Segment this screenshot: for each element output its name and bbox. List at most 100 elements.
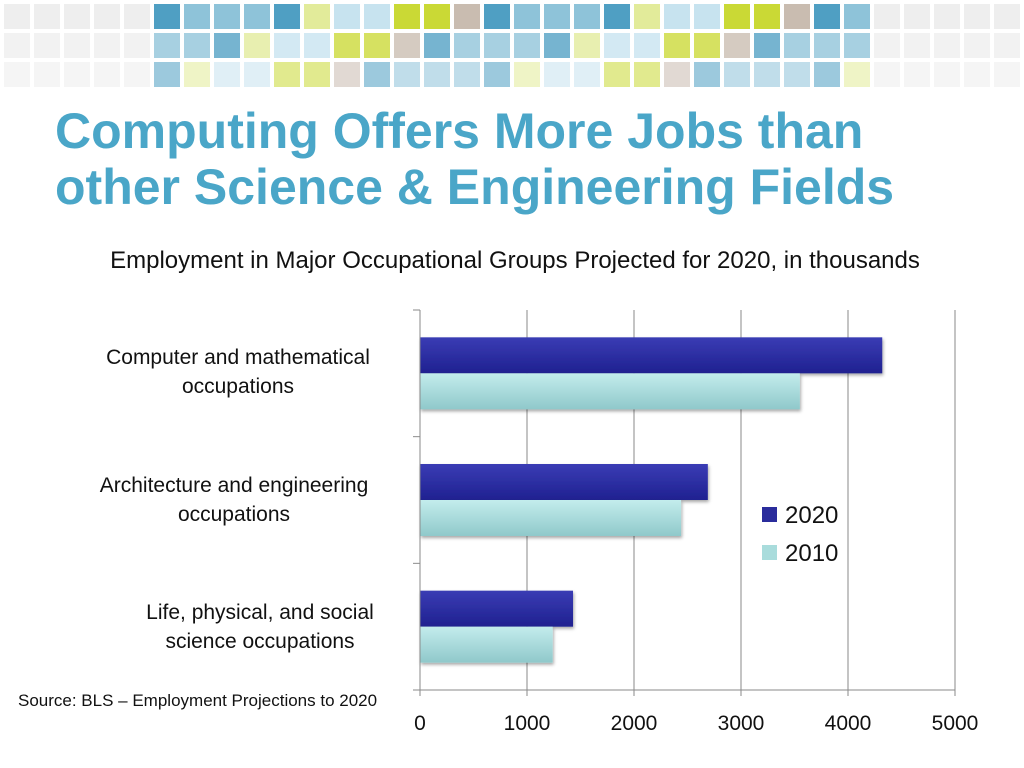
mosaic-tile xyxy=(634,4,660,29)
mosaic-tile xyxy=(544,62,570,87)
mosaic-tile xyxy=(994,62,1020,87)
mosaic-tile xyxy=(964,62,990,87)
category-label-life-physical-social: Life, physical, and social science occup… xyxy=(80,598,440,656)
decorative-mosaic-banner xyxy=(4,4,1020,87)
mosaic-tile xyxy=(964,4,990,29)
x-tick-label: 2000 xyxy=(611,712,658,735)
mosaic-tile xyxy=(424,62,450,87)
mosaic-tile xyxy=(334,4,360,29)
bar-2010-1 xyxy=(420,373,800,410)
bar-2010-3 xyxy=(420,626,553,663)
mosaic-tile xyxy=(364,33,390,58)
mosaic-tile xyxy=(814,62,840,87)
mosaic-tile xyxy=(454,4,480,29)
mosaic-tile xyxy=(124,33,150,58)
mosaic-tile xyxy=(334,62,360,87)
mosaic-tile xyxy=(724,62,750,87)
x-tick-label: 3000 xyxy=(718,712,765,735)
mosaic-tile xyxy=(184,33,210,58)
mosaic-tile xyxy=(634,62,660,87)
bar-2010-2 xyxy=(420,500,682,536)
mosaic-tile xyxy=(214,62,240,87)
category-label-computer-math: Computer and mathematical occupations xyxy=(58,343,418,401)
mosaic-tile xyxy=(184,4,210,29)
mosaic-tile xyxy=(694,4,720,29)
category-label-line: occupations xyxy=(181,375,295,398)
mosaic-tile xyxy=(274,62,300,87)
mosaic-tile xyxy=(4,4,30,29)
mosaic-tile xyxy=(694,33,720,58)
mosaic-tile xyxy=(844,62,870,87)
mosaic-tile xyxy=(424,4,450,29)
mosaic-tile xyxy=(574,4,600,29)
mosaic-tile xyxy=(994,4,1020,29)
mosaic-tile xyxy=(574,62,600,87)
mosaic-tile xyxy=(904,33,930,58)
legend-label-2010: 2010 xyxy=(785,540,838,567)
mosaic-tile xyxy=(844,33,870,58)
mosaic-tile xyxy=(934,33,960,58)
mosaic-tile xyxy=(274,33,300,58)
mosaic-tile xyxy=(484,62,510,87)
mosaic-tile xyxy=(214,4,240,29)
mosaic-tile xyxy=(34,33,60,58)
mosaic-tile xyxy=(94,4,120,29)
mosaic-tile xyxy=(664,4,690,29)
legend-swatch-2020 xyxy=(762,507,777,522)
mosaic-tile xyxy=(484,4,510,29)
category-label-architecture-engineering: Architecture and engineering occupations xyxy=(54,471,414,529)
chart-subtitle: Employment in Major Occupational Groups … xyxy=(110,247,920,274)
mosaic-tile xyxy=(454,62,480,87)
mosaic-tile xyxy=(784,4,810,29)
category-label-line: Computer and mathematical xyxy=(106,346,370,369)
mosaic-tile xyxy=(724,33,750,58)
mosaic-tile xyxy=(304,62,330,87)
source-note: Source: BLS – Employment Projections to … xyxy=(18,691,378,710)
mosaic-tile xyxy=(934,62,960,87)
bar-2020-3 xyxy=(420,590,574,627)
mosaic-tile xyxy=(454,33,480,58)
mosaic-tile xyxy=(4,62,30,87)
x-tick-label: 0 xyxy=(414,712,426,735)
mosaic-tile xyxy=(874,33,900,58)
legend-label-2020: 2020 xyxy=(785,502,838,529)
mosaic-tile xyxy=(4,33,30,58)
mosaic-tile xyxy=(64,4,90,29)
mosaic-tile xyxy=(94,62,120,87)
mosaic-tile xyxy=(124,62,150,87)
mosaic-tile xyxy=(844,4,870,29)
mosaic-tile xyxy=(664,33,690,58)
mosaic-tile xyxy=(754,33,780,58)
slide-title: Computing Offers More Jobs than other Sc… xyxy=(55,103,1015,215)
mosaic-tile xyxy=(304,4,330,29)
mosaic-tile xyxy=(664,62,690,87)
x-tick-label: 5000 xyxy=(932,712,979,735)
slide-title-line-2: other Science & Engineering Fields xyxy=(55,159,895,215)
mosaic-tile xyxy=(544,33,570,58)
mosaic-tile xyxy=(424,33,450,58)
mosaic-tile xyxy=(814,33,840,58)
mosaic-tile xyxy=(604,62,630,87)
mosaic-tile xyxy=(514,4,540,29)
legend-swatch-2010 xyxy=(762,545,777,560)
mosaic-tile xyxy=(394,4,420,29)
x-tick-label: 4000 xyxy=(825,712,872,735)
mosaic-tile xyxy=(364,4,390,29)
bar-2020-2 xyxy=(420,464,708,500)
mosaic-tile xyxy=(154,62,180,87)
mosaic-tile xyxy=(544,4,570,29)
mosaic-tile xyxy=(874,4,900,29)
mosaic-tile xyxy=(604,4,630,29)
mosaic-tile xyxy=(154,4,180,29)
mosaic-tile xyxy=(94,33,120,58)
mosaic-tile xyxy=(34,4,60,29)
mosaic-tile xyxy=(814,4,840,29)
category-label-line: science occupations xyxy=(165,630,355,653)
mosaic-tile xyxy=(934,4,960,29)
mosaic-tile xyxy=(604,33,630,58)
mosaic-tile xyxy=(694,62,720,87)
mosaic-tile xyxy=(34,62,60,87)
mosaic-tile xyxy=(964,33,990,58)
mosaic-tile xyxy=(304,33,330,58)
mosaic-tile xyxy=(394,33,420,58)
